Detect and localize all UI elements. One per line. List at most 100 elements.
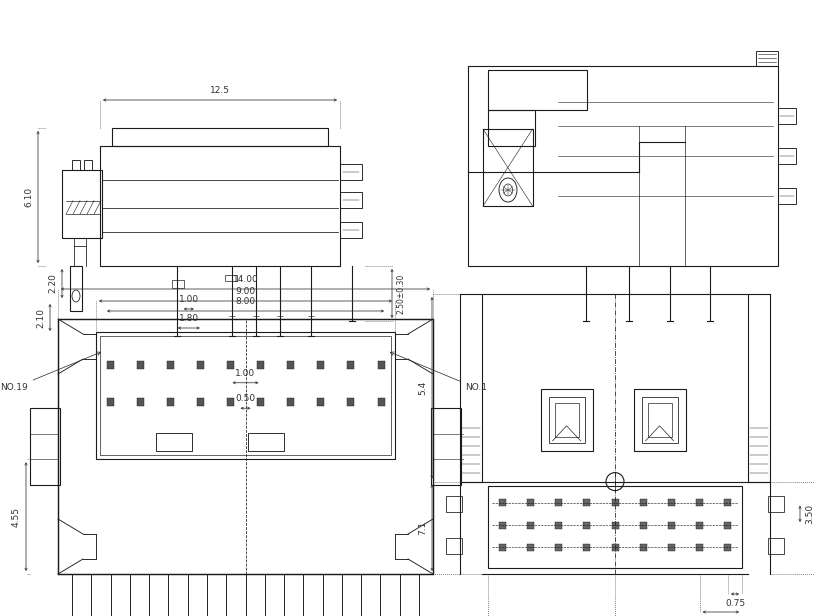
Bar: [347, 398, 355, 406]
Text: 14.00: 14.00: [232, 275, 258, 284]
Bar: [172, 280, 184, 288]
Bar: [554, 403, 579, 437]
Bar: [526, 499, 534, 506]
Text: NO.2: NO.2: [0, 615, 1, 616]
Bar: [611, 522, 619, 529]
Text: 6.10: 6.10: [24, 187, 33, 207]
Bar: [768, 496, 784, 512]
Bar: [696, 522, 703, 529]
Bar: [584, 499, 590, 506]
Bar: [488, 110, 535, 146]
Bar: [167, 398, 174, 406]
Bar: [778, 148, 796, 164]
Bar: [167, 361, 174, 369]
Bar: [257, 398, 264, 406]
Bar: [540, 389, 593, 451]
Bar: [555, 499, 562, 506]
Bar: [696, 499, 703, 506]
Bar: [30, 408, 60, 485]
Bar: [112, 128, 328, 146]
Bar: [778, 108, 796, 124]
Text: 7.1: 7.1: [418, 521, 427, 535]
Text: 2.50±0.30: 2.50±0.30: [397, 274, 406, 314]
Bar: [317, 398, 324, 406]
Bar: [377, 361, 385, 369]
Bar: [446, 538, 462, 554]
Text: 1.00: 1.00: [236, 369, 256, 378]
Bar: [725, 499, 731, 506]
Bar: [107, 398, 113, 406]
Text: 2.20: 2.20: [48, 274, 57, 293]
Bar: [249, 433, 284, 452]
Bar: [668, 499, 675, 506]
Bar: [58, 319, 433, 574]
Bar: [648, 403, 672, 437]
Bar: [756, 51, 778, 66]
Bar: [70, 266, 82, 311]
Text: NO.18: NO.18: [0, 615, 1, 616]
Bar: [287, 361, 294, 369]
Bar: [668, 522, 675, 529]
Bar: [555, 522, 562, 529]
Bar: [287, 398, 294, 406]
Bar: [499, 499, 505, 506]
Bar: [526, 522, 534, 529]
Text: NO.1: NO.1: [390, 352, 487, 392]
Bar: [227, 398, 234, 406]
Bar: [107, 361, 113, 369]
Bar: [640, 544, 647, 551]
Bar: [725, 522, 731, 529]
Bar: [340, 164, 362, 180]
Bar: [725, 544, 731, 551]
Bar: [555, 544, 562, 551]
Text: 8.00: 8.00: [236, 297, 256, 306]
Bar: [641, 397, 677, 443]
Bar: [197, 361, 204, 369]
Bar: [668, 544, 675, 551]
Bar: [488, 70, 587, 110]
Bar: [633, 389, 685, 451]
Bar: [100, 146, 340, 266]
Bar: [778, 188, 796, 204]
Bar: [137, 398, 143, 406]
Bar: [431, 408, 461, 485]
Bar: [225, 275, 237, 281]
Bar: [696, 544, 703, 551]
Bar: [499, 544, 505, 551]
Bar: [483, 129, 532, 206]
Bar: [72, 160, 80, 170]
Bar: [446, 496, 462, 512]
Bar: [488, 485, 742, 568]
Bar: [499, 522, 505, 529]
Bar: [640, 522, 647, 529]
Bar: [197, 398, 204, 406]
Text: 1.00: 1.00: [178, 295, 199, 304]
Bar: [468, 66, 778, 266]
Text: 4.55: 4.55: [12, 506, 21, 527]
Bar: [62, 170, 102, 238]
Bar: [526, 544, 534, 551]
Bar: [548, 397, 584, 443]
Text: NO.19: NO.19: [0, 352, 100, 392]
Text: 3.50: 3.50: [805, 504, 814, 524]
Bar: [377, 398, 385, 406]
Bar: [227, 361, 234, 369]
Bar: [156, 433, 192, 452]
Text: 2.10: 2.10: [36, 307, 45, 328]
Bar: [611, 499, 619, 506]
Bar: [340, 192, 362, 208]
Bar: [257, 361, 264, 369]
Bar: [137, 361, 143, 369]
Bar: [768, 538, 784, 554]
Bar: [347, 361, 355, 369]
Text: 1.80: 1.80: [178, 314, 199, 323]
Bar: [96, 332, 395, 460]
Text: 5.4: 5.4: [418, 381, 427, 395]
Text: 0.75: 0.75: [725, 599, 745, 608]
Bar: [640, 499, 647, 506]
Bar: [317, 361, 324, 369]
Bar: [584, 522, 590, 529]
Bar: [584, 544, 590, 551]
Text: 12.5: 12.5: [210, 86, 230, 95]
Text: 0.50: 0.50: [236, 394, 256, 403]
